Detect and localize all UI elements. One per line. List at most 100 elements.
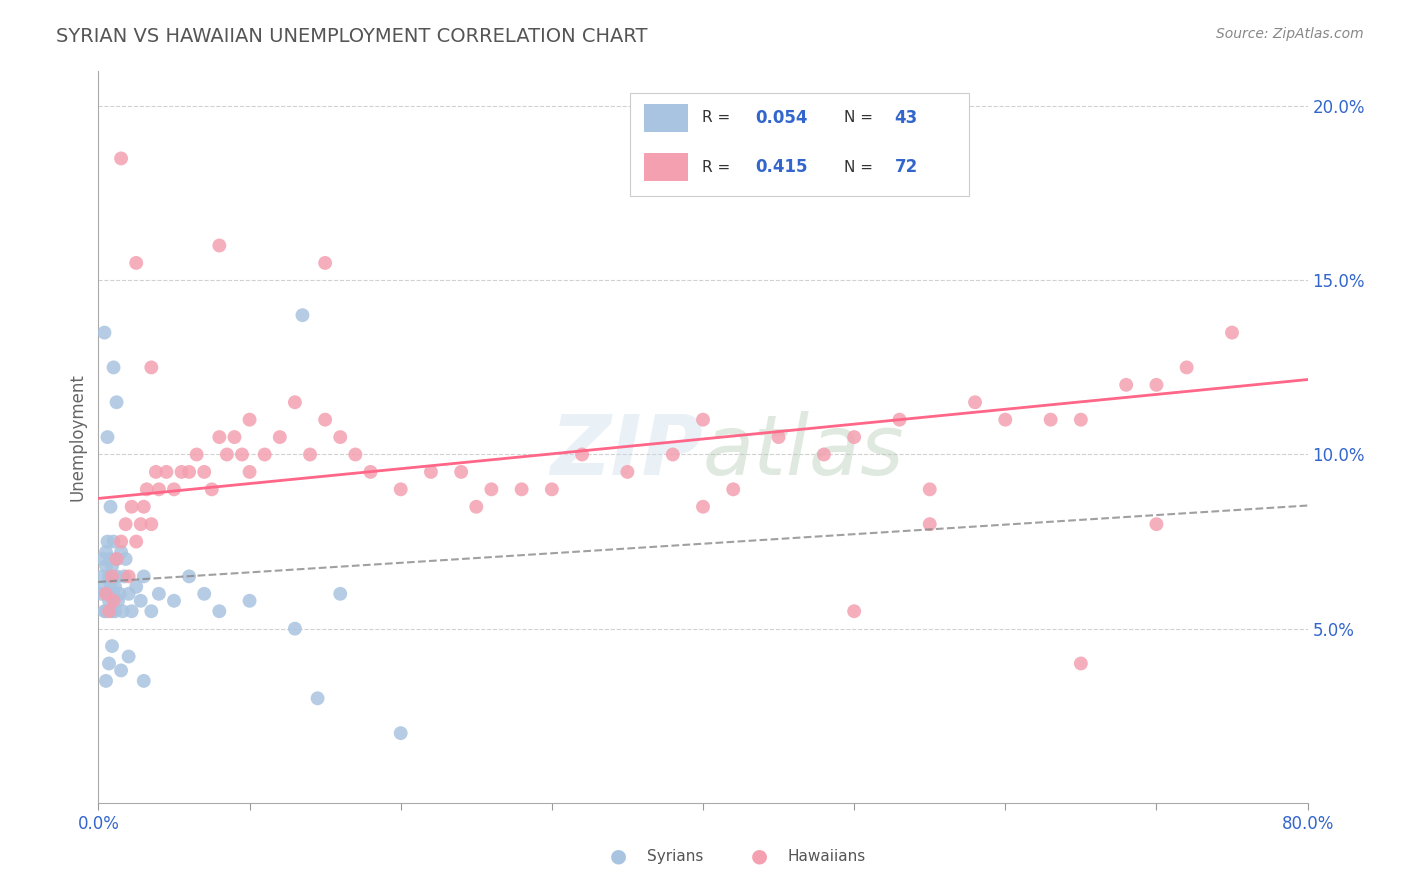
Text: Hawaiians: Hawaiians: [787, 849, 866, 863]
Point: [93, 326, 115, 340]
Point: [768, 430, 790, 444]
Point: [112, 569, 135, 583]
Point: [239, 412, 262, 426]
Point: [96, 587, 118, 601]
Point: [98, 594, 121, 608]
Point: [148, 587, 170, 601]
Text: Syrians: Syrians: [647, 849, 703, 863]
Point: [118, 587, 141, 601]
Point: [129, 594, 152, 608]
Point: [1039, 412, 1062, 426]
Point: [105, 395, 128, 409]
Point: [103, 360, 125, 375]
Point: [107, 594, 129, 608]
Point: [101, 569, 124, 583]
Point: [96, 534, 118, 549]
Point: [1115, 377, 1137, 392]
Point: [965, 395, 987, 409]
Point: [94, 545, 117, 559]
Point: [1070, 412, 1092, 426]
Point: [616, 465, 638, 479]
Point: [813, 448, 835, 462]
Point: [208, 430, 231, 444]
Point: [193, 587, 215, 601]
Text: Source: ZipAtlas.com: Source: ZipAtlas.com: [1216, 27, 1364, 41]
Y-axis label: Unemployment: Unemployment: [69, 373, 87, 501]
Point: [141, 604, 163, 618]
Text: ZIP: ZIP: [550, 411, 703, 492]
Text: ●: ●: [751, 847, 768, 866]
Text: atlas: atlas: [703, 411, 904, 492]
Point: [132, 673, 155, 688]
Point: [994, 412, 1017, 426]
Point: [284, 395, 307, 409]
Point: [110, 545, 132, 559]
Point: [114, 517, 136, 532]
Point: [110, 664, 132, 678]
Point: [269, 430, 291, 444]
Point: [114, 552, 136, 566]
Point: [105, 552, 128, 566]
Point: [329, 587, 352, 601]
Point: [98, 657, 121, 671]
Point: [723, 483, 745, 497]
Point: [135, 483, 157, 497]
Point: [93, 604, 115, 618]
Point: [231, 448, 253, 462]
Point: [208, 238, 231, 252]
Point: [692, 500, 714, 514]
Point: [224, 430, 246, 444]
Point: [93, 580, 115, 594]
Point: [104, 580, 127, 594]
Point: [450, 465, 472, 479]
Point: [155, 465, 177, 479]
Point: [101, 558, 124, 573]
Point: [111, 604, 134, 618]
Point: [389, 726, 412, 740]
Point: [193, 465, 215, 479]
Point: [121, 604, 143, 618]
Point: [540, 483, 562, 497]
Point: [91, 569, 114, 583]
Point: [918, 483, 941, 497]
Point: [163, 483, 186, 497]
Point: [201, 483, 224, 497]
Point: [96, 430, 118, 444]
Point: [465, 500, 488, 514]
Point: [103, 587, 125, 601]
Point: [141, 517, 163, 532]
Point: [186, 448, 208, 462]
Point: [1146, 377, 1168, 392]
Point: [307, 691, 329, 706]
Point: [105, 552, 128, 566]
Point: [844, 430, 866, 444]
Point: [129, 517, 152, 532]
Point: [94, 558, 117, 573]
Point: [239, 594, 262, 608]
Point: [132, 569, 155, 583]
Point: [314, 256, 336, 270]
Point: [103, 534, 125, 549]
Text: ●: ●: [610, 847, 627, 866]
Point: [344, 448, 367, 462]
Point: [98, 569, 121, 583]
Point: [105, 569, 128, 583]
Point: [148, 483, 170, 497]
Point: [163, 594, 186, 608]
Point: [481, 483, 503, 497]
Point: [145, 465, 167, 479]
Point: [110, 152, 132, 166]
Point: [1175, 360, 1198, 375]
Point: [179, 569, 201, 583]
Point: [100, 580, 122, 594]
Point: [1146, 517, 1168, 532]
Point: [208, 604, 231, 618]
Point: [101, 639, 124, 653]
Point: [125, 534, 148, 549]
Point: [101, 604, 124, 618]
Point: [100, 552, 122, 566]
Point: [360, 465, 382, 479]
Point: [253, 448, 276, 462]
Point: [118, 649, 141, 664]
Point: [103, 594, 125, 608]
